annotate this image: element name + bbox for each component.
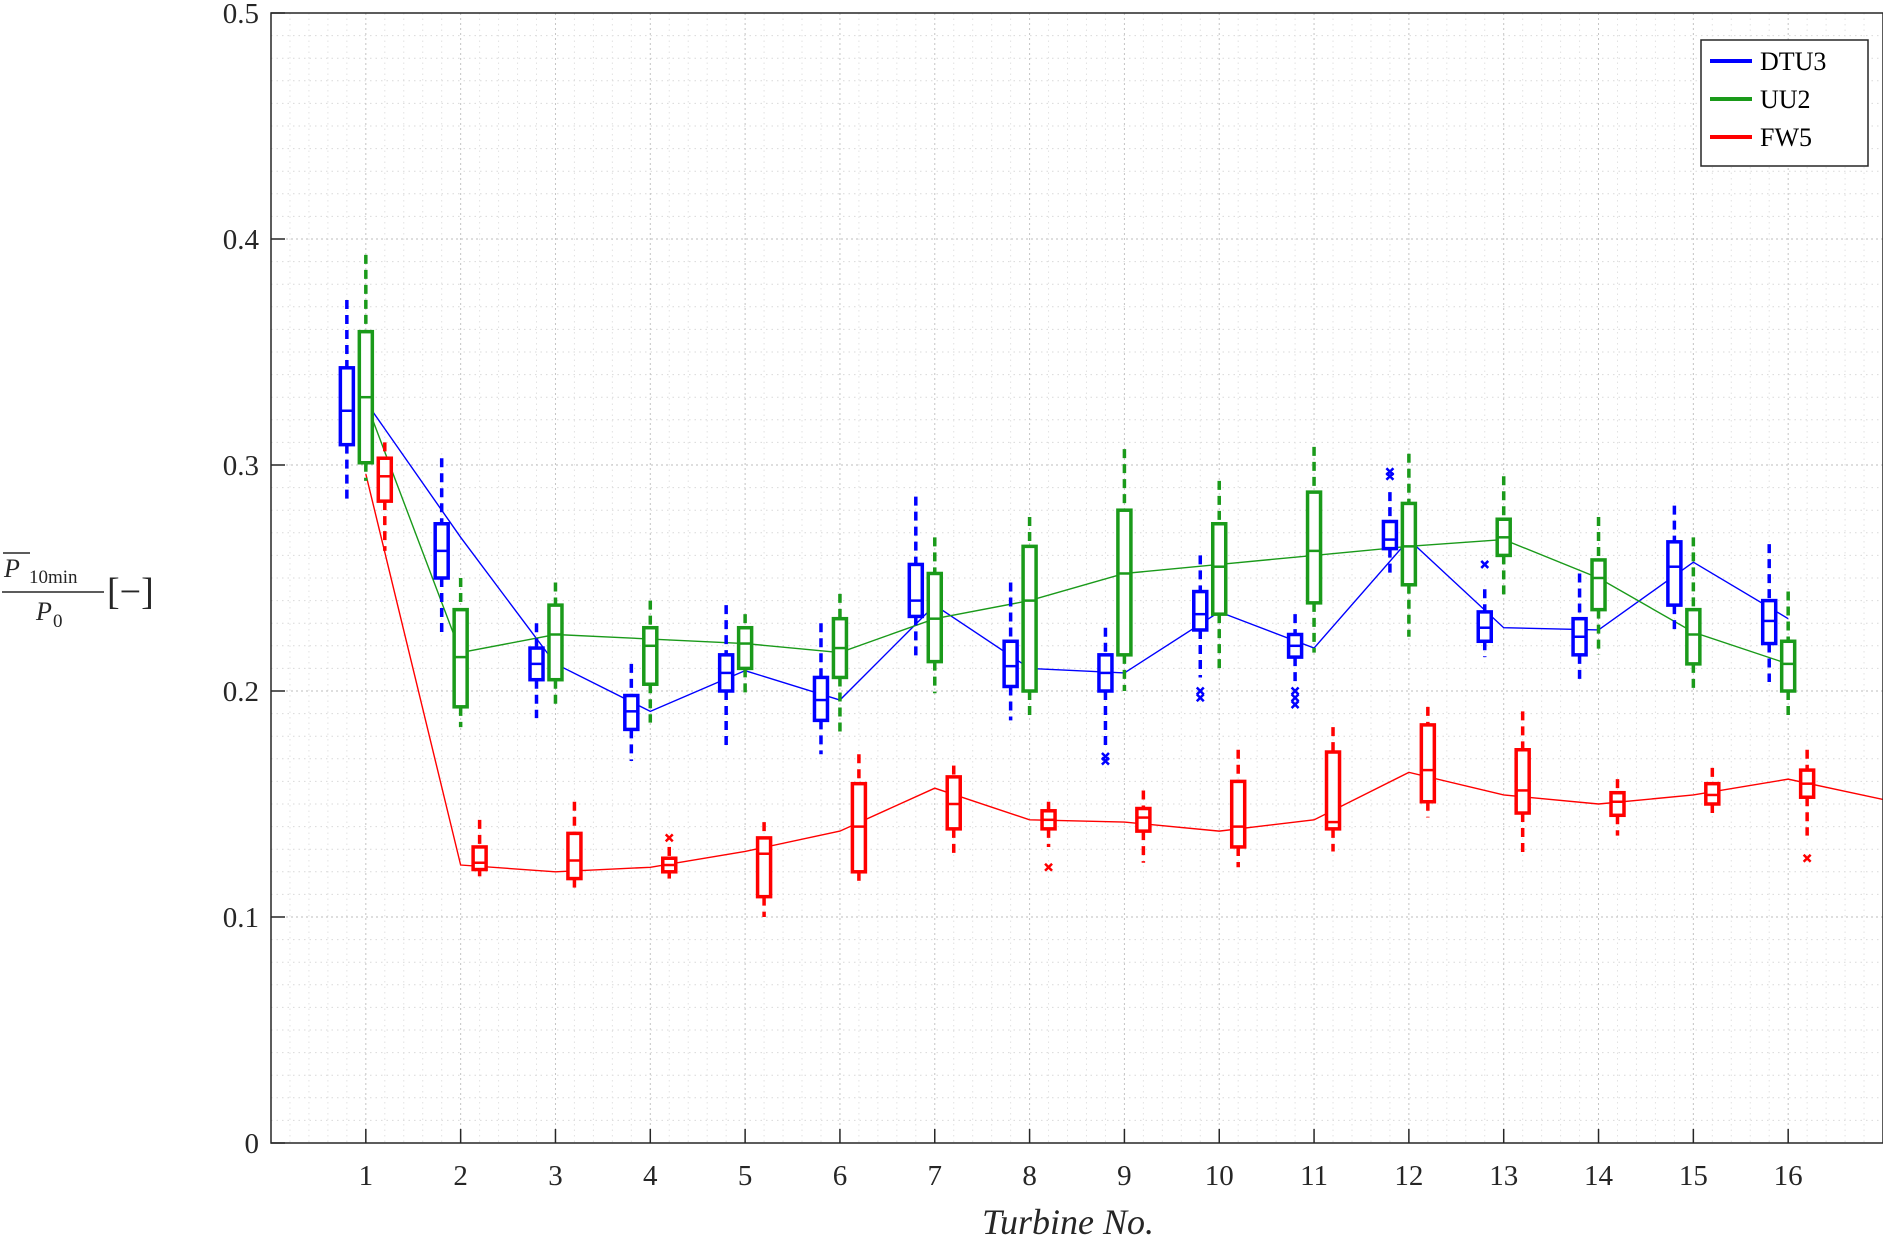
box-fw5: [1135, 806, 1152, 833]
box-uu2: [736, 625, 754, 671]
box-fw5: [566, 831, 583, 881]
box-uu2: [1210, 522, 1228, 616]
outlier-dtu3: [1195, 686, 1205, 696]
box-uu2: [1400, 501, 1418, 587]
x-axis-label: Turbine No.: [982, 1202, 1154, 1237]
legend-label-fw5: FW5: [1760, 123, 1812, 152]
box-fw5: [1324, 750, 1342, 831]
box-dtu3: [1666, 540, 1683, 607]
x-tick-label: 1: [359, 1160, 374, 1192]
outlier-dtu3: [1290, 693, 1300, 703]
box-uu2: [1685, 607, 1702, 666]
axis-ticks: 00.10.20.30.40.51 2 3 4 5 6 7 8 9 10 11 12 13 14 15 16: [223, 0, 1803, 1192]
box-uu2: [1116, 508, 1133, 657]
plot-area: [338, 254, 1883, 917]
axes-box: [270, 12, 1883, 1144]
y-label-symbol: P: [3, 554, 20, 583]
outlier-dtu3: [1480, 560, 1490, 569]
svg-text:0: 0: [53, 611, 63, 632]
x-tick-label: 8: [1022, 1160, 1037, 1192]
svg-text:P: P: [35, 597, 52, 626]
outlier-dtu3: [1195, 693, 1205, 703]
box-fw5: [1514, 748, 1531, 815]
svg-text:[−]: [−]: [107, 571, 154, 613]
box-uu2: [1305, 490, 1323, 605]
y-label-denominator-subscript: 0: [53, 611, 63, 632]
grid: [271, 13, 1883, 1143]
y-tick-label: 0.2: [223, 676, 259, 708]
outlier-dtu3: [1290, 700, 1300, 709]
legend-label-uu2: UU2: [1760, 85, 1811, 114]
legend: DTU3 UU2 FW5: [1700, 39, 1869, 167]
y-axis-label: P 10min P 0 [−]: [2, 552, 154, 632]
y-tick-label: 0.3: [223, 450, 259, 482]
outlier-fw5: [664, 833, 674, 843]
box-uu2: [547, 603, 564, 682]
x-tick-label: 15: [1679, 1160, 1708, 1192]
legend-label-dtu3: DTU3: [1760, 47, 1826, 76]
y-tick-label: 0: [245, 1128, 260, 1160]
outlier-dtu3: [1290, 686, 1300, 696]
outlier-dtu3: [1385, 471, 1395, 481]
mean-line-fw5: [365, 473, 1883, 873]
box-dtu3: [1192, 589, 1209, 632]
box-uu2: [1590, 558, 1607, 612]
y-tick-label: 0.4: [223, 224, 260, 256]
box-dtu3: [907, 562, 925, 619]
x-tick-label: 6: [833, 1160, 848, 1192]
x-tick-label: 4: [643, 1160, 658, 1192]
x-tick-label: 10: [1205, 1160, 1234, 1192]
outlier-fw5: [1044, 862, 1053, 872]
box-fw5: [471, 845, 488, 872]
box-fw5: [1419, 723, 1437, 804]
outlier-fw5: [1802, 853, 1812, 863]
svg-text:10min: 10min: [29, 567, 78, 588]
box-dtu3: [1002, 639, 1019, 689]
x-tick-label: 16: [1774, 1160, 1803, 1192]
box-dtu3: [338, 366, 356, 447]
outlier-dtu3: [1101, 756, 1110, 766]
mean-line-uu2: [365, 401, 1789, 665]
x-tick-label: 9: [1117, 1160, 1132, 1192]
x-tick-label: 11: [1300, 1160, 1328, 1192]
svg-text:P: P: [3, 554, 20, 583]
mean-line-dtu3: [365, 401, 1789, 713]
box-fw5: [376, 456, 394, 503]
x-tick-label: 12: [1394, 1160, 1423, 1192]
box-fw5: [755, 836, 773, 899]
box-uu2: [1779, 639, 1797, 693]
y-label-denominator: P: [35, 597, 52, 626]
y-label-unit: [−]: [107, 571, 154, 613]
y-tick-label: 0.5: [223, 0, 259, 30]
box-uu2: [1021, 544, 1038, 693]
y-label-subscript: 10min: [29, 567, 78, 588]
box-uu2: [642, 625, 659, 686]
x-tick-label: 14: [1584, 1160, 1614, 1192]
x-tick-label: 13: [1489, 1160, 1518, 1192]
y-tick-label: 0.1: [223, 902, 259, 934]
box-fw5: [1229, 779, 1247, 849]
box-fw5: [1609, 790, 1626, 818]
box-dtu3: [1381, 519, 1399, 551]
x-tick-label: 3: [548, 1160, 563, 1192]
x-tick-label: 2: [453, 1160, 468, 1192]
x-tick-label: 5: [738, 1160, 753, 1192]
x-tick-label: 7: [928, 1160, 943, 1192]
